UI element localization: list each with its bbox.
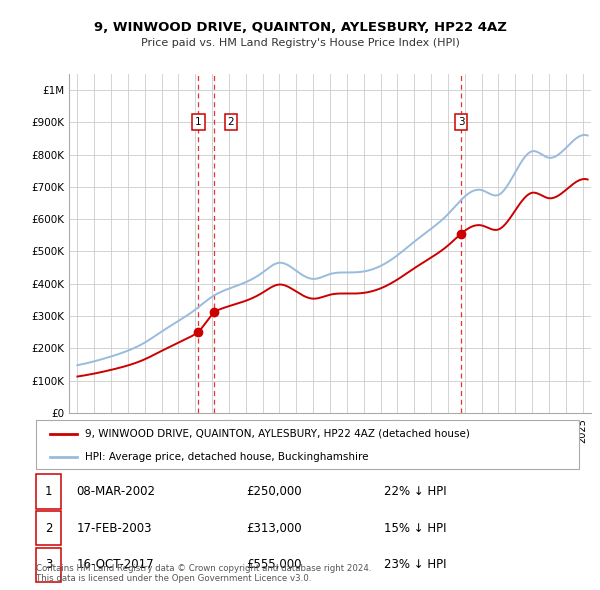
Text: 16-OCT-2017: 16-OCT-2017 [76, 558, 154, 571]
Text: 17-FEB-2003: 17-FEB-2003 [76, 522, 152, 535]
Text: 23% ↓ HPI: 23% ↓ HPI [384, 558, 446, 571]
Text: 22% ↓ HPI: 22% ↓ HPI [384, 485, 446, 498]
Text: 2: 2 [227, 117, 235, 127]
Text: £555,000: £555,000 [246, 558, 302, 571]
FancyBboxPatch shape [36, 420, 579, 469]
Text: 3: 3 [458, 117, 464, 127]
Text: 1: 1 [45, 485, 52, 498]
Text: Contains HM Land Registry data © Crown copyright and database right 2024.
This d: Contains HM Land Registry data © Crown c… [36, 563, 371, 583]
FancyBboxPatch shape [36, 474, 61, 509]
Text: £250,000: £250,000 [246, 485, 302, 498]
FancyBboxPatch shape [36, 511, 61, 545]
Text: 1: 1 [195, 117, 202, 127]
Text: 15% ↓ HPI: 15% ↓ HPI [384, 522, 446, 535]
Text: 2: 2 [45, 522, 52, 535]
Text: 08-MAR-2002: 08-MAR-2002 [76, 485, 155, 498]
Text: 9, WINWOOD DRIVE, QUAINTON, AYLESBURY, HP22 4AZ: 9, WINWOOD DRIVE, QUAINTON, AYLESBURY, H… [94, 21, 506, 34]
FancyBboxPatch shape [36, 548, 61, 582]
Text: Price paid vs. HM Land Registry's House Price Index (HPI): Price paid vs. HM Land Registry's House … [140, 38, 460, 48]
Text: HPI: Average price, detached house, Buckinghamshire: HPI: Average price, detached house, Buck… [85, 452, 368, 462]
Text: £313,000: £313,000 [246, 522, 302, 535]
Text: 9, WINWOOD DRIVE, QUAINTON, AYLESBURY, HP22 4AZ (detached house): 9, WINWOOD DRIVE, QUAINTON, AYLESBURY, H… [85, 429, 470, 439]
Text: 3: 3 [45, 558, 52, 571]
